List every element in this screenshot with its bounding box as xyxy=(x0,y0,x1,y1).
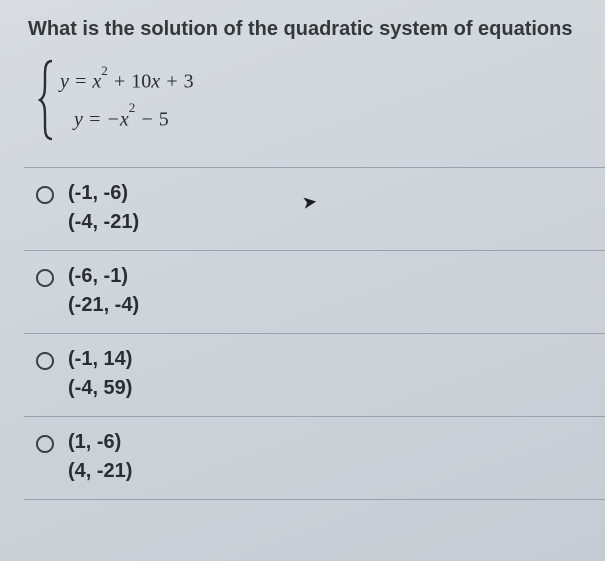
answer-line-2: (-21, -4) xyxy=(68,294,139,317)
answer-line-2: (-4, -21) xyxy=(68,211,139,234)
equation-1: y = x2 + 10x + 3 xyxy=(60,68,194,94)
answer-line-1: (-6, -1) xyxy=(68,265,139,288)
answer-text: (-6, -1) (-21, -4) xyxy=(68,265,139,317)
radio-icon[interactable] xyxy=(36,352,54,370)
radio-icon[interactable] xyxy=(36,186,54,204)
answer-line-1: (1, -6) xyxy=(68,431,132,454)
answer-text: (1, -6) (4, -21) xyxy=(68,431,132,483)
answer-line-2: (-4, 59) xyxy=(68,377,132,400)
answer-option[interactable]: (-1, -6) (-4, -21) xyxy=(24,167,605,250)
question-title: What is the solution of the quadratic sy… xyxy=(24,18,605,41)
answer-option[interactable]: (-6, -1) (-21, -4) xyxy=(24,250,605,333)
answer-option[interactable]: (1, -6) (4, -21) xyxy=(24,416,605,500)
equation-system: y = x2 + 10x + 3 y = −x2 − 5 xyxy=(38,59,605,141)
radio-icon[interactable] xyxy=(36,269,54,287)
answer-line-1: (-1, 14) xyxy=(68,348,132,371)
answer-text: (-1, 14) (-4, 59) xyxy=(68,348,132,400)
radio-icon[interactable] xyxy=(36,435,54,453)
answer-options: (-1, -6) (-4, -21) (-6, -1) (-21, -4) (-… xyxy=(24,167,605,500)
answer-line-2: (4, -21) xyxy=(68,460,132,483)
equations-container: y = x2 + 10x + 3 y = −x2 − 5 xyxy=(56,59,194,141)
answer-line-1: (-1, -6) xyxy=(68,182,139,205)
answer-text: (-1, -6) (-4, -21) xyxy=(68,182,139,234)
answer-option[interactable]: (-1, 14) (-4, 59) xyxy=(24,333,605,416)
curly-brace-icon xyxy=(38,59,56,141)
equation-2: y = −x2 − 5 xyxy=(60,106,194,132)
